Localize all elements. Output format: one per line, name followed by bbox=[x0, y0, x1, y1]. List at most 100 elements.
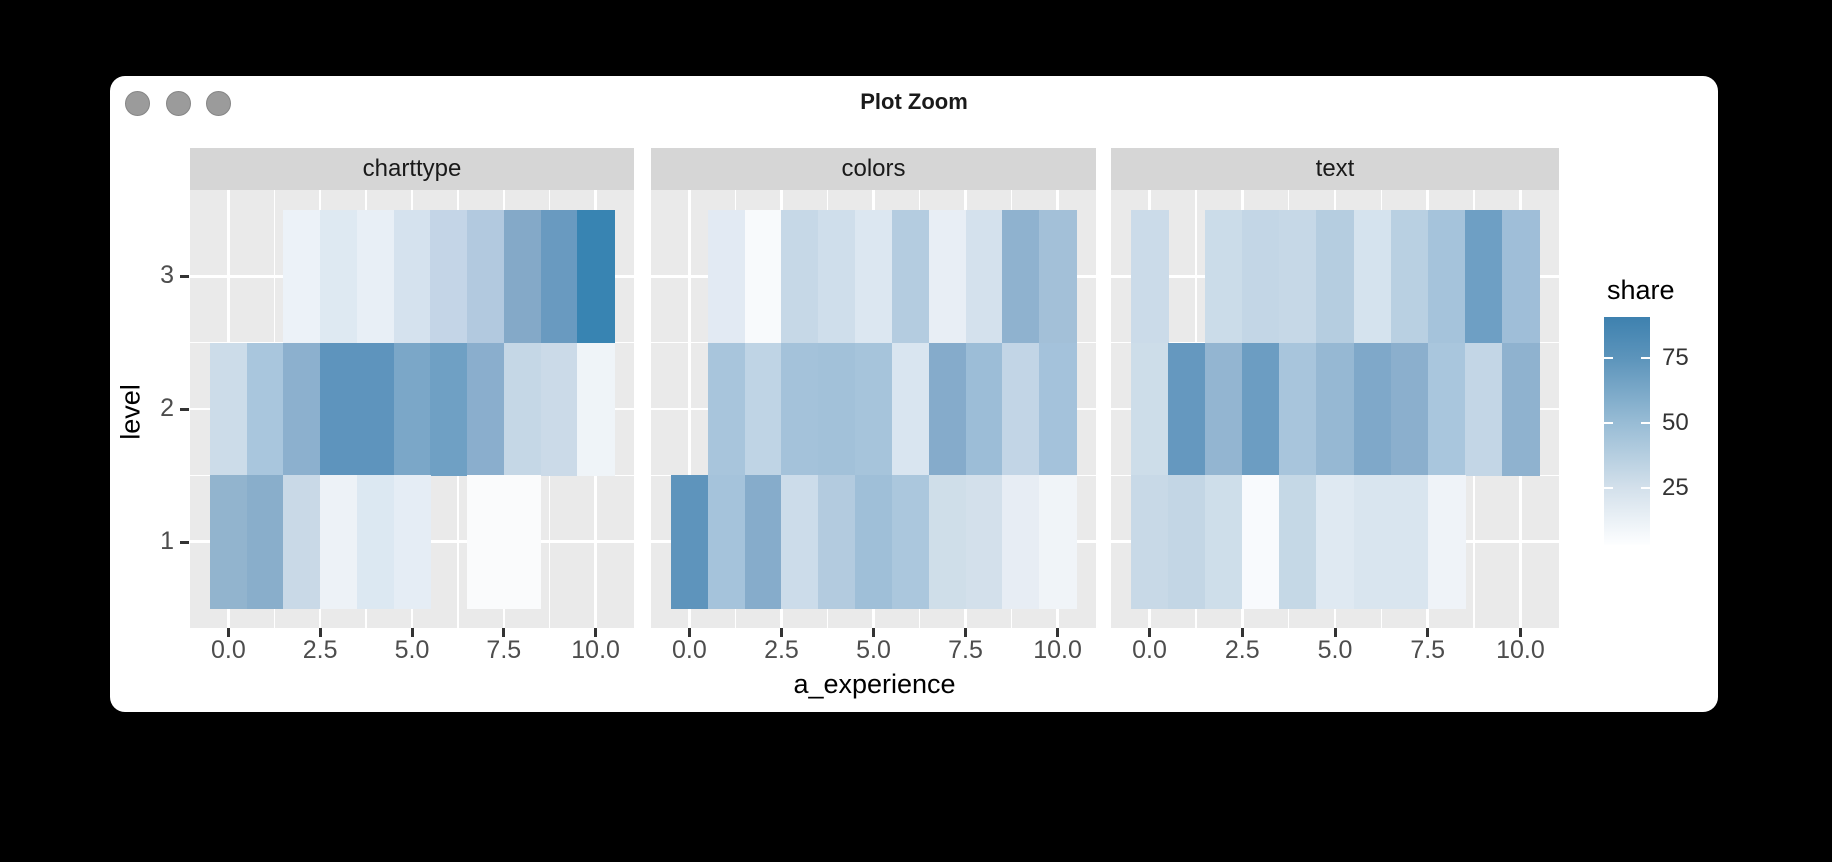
facet-label: text bbox=[1315, 155, 1355, 182]
heatmap-tile bbox=[965, 342, 1004, 477]
heatmap-tile bbox=[1168, 475, 1206, 609]
heatmap-tile bbox=[577, 210, 615, 344]
x-tick-mark bbox=[1426, 628, 1430, 637]
heatmap-tile bbox=[707, 475, 746, 609]
heatmap-tile bbox=[891, 210, 930, 344]
heatmap-tile bbox=[1205, 475, 1243, 609]
heatmap-tile bbox=[1353, 342, 1392, 477]
window-titlebar: Plot Zoom bbox=[110, 76, 1718, 132]
heatmap-tile bbox=[1316, 342, 1355, 477]
heatmap-tile bbox=[855, 475, 893, 609]
legend-tick-label: 75 bbox=[1662, 344, 1689, 372]
x-tick-mark bbox=[872, 628, 875, 637]
heatmap-tile bbox=[430, 210, 468, 344]
heatmap-tile bbox=[210, 342, 248, 477]
x-tick-label: 7.5 bbox=[486, 636, 522, 664]
legend-title: share bbox=[1607, 275, 1675, 305]
y-tick-mark bbox=[180, 540, 189, 544]
heatmap-tile bbox=[283, 475, 321, 609]
heatmap-tile bbox=[1131, 210, 1169, 344]
heatmap-tile bbox=[781, 210, 819, 344]
heatmap-tile bbox=[891, 342, 930, 477]
x-tick-mark bbox=[1148, 628, 1152, 637]
heatmap-tile bbox=[781, 475, 819, 609]
heatmap-tile bbox=[1168, 342, 1206, 477]
x-tick-label: 0.0 bbox=[210, 636, 246, 664]
heatmap-tile bbox=[356, 342, 395, 477]
heatmap-tile bbox=[1205, 210, 1243, 344]
x-axis-title: a_experience bbox=[793, 669, 956, 699]
x-tick-label: 7.5 bbox=[948, 636, 983, 664]
heatmap-tile bbox=[393, 342, 432, 477]
legend-tick-label: 25 bbox=[1662, 474, 1689, 501]
legend-tick-mark bbox=[1604, 421, 1613, 425]
x-tick-label: 10.0 bbox=[1033, 636, 1082, 664]
heatmap-tile bbox=[1039, 475, 1077, 609]
heatmap-tile bbox=[1002, 342, 1040, 477]
heatmap-tile bbox=[467, 210, 505, 344]
x-tick-label: 2.5 bbox=[302, 636, 338, 664]
heatmap-tile bbox=[503, 342, 542, 477]
legend-tick-mark bbox=[1604, 486, 1613, 490]
window-close-button[interactable] bbox=[125, 91, 150, 116]
x-tick-mark bbox=[594, 628, 598, 637]
heatmap-tile bbox=[210, 475, 248, 609]
heatmap-tile bbox=[356, 475, 395, 609]
heatmap-tile bbox=[430, 342, 468, 477]
heatmap-tile bbox=[1002, 475, 1040, 609]
x-tick-mark bbox=[1333, 628, 1337, 637]
legend-tick-mark bbox=[1641, 486, 1650, 490]
facet-strip: charttype bbox=[190, 148, 634, 190]
heatmap-tile bbox=[320, 475, 358, 609]
legend-gradient-bar bbox=[1604, 317, 1650, 545]
y-tick-mark bbox=[180, 275, 189, 279]
heatmap-tile bbox=[818, 210, 856, 344]
heatmap-tile bbox=[283, 342, 321, 477]
heatmap-tile bbox=[855, 210, 893, 344]
heatmap-tile bbox=[1427, 342, 1466, 477]
x-tick-label: 2.5 bbox=[764, 636, 799, 664]
x-tick-label: 5.0 bbox=[394, 636, 430, 664]
x-tick-label: 5.0 bbox=[856, 636, 891, 664]
x-tick-mark bbox=[1518, 628, 1522, 637]
heatmap-tile bbox=[1039, 342, 1077, 477]
facet-strip: text bbox=[1111, 148, 1559, 190]
legend-tick-mark bbox=[1641, 356, 1650, 360]
heatmap-panel bbox=[651, 190, 1096, 628]
x-tick-label: 7.5 bbox=[1410, 636, 1446, 664]
facet-label: colors bbox=[841, 155, 906, 182]
window-maximize-button[interactable] bbox=[206, 91, 231, 116]
facet-label: charttype bbox=[362, 155, 462, 182]
heatmap-tile bbox=[744, 475, 783, 609]
legend-tick-mark bbox=[1641, 421, 1650, 425]
heatmap-tile bbox=[1242, 210, 1281, 344]
heatmap-tile bbox=[1501, 210, 1540, 344]
heatmap-tile bbox=[1353, 210, 1392, 344]
x-tick-label: 2.5 bbox=[1224, 636, 1260, 664]
window-minimize-button[interactable] bbox=[166, 91, 191, 116]
heatmap-tile bbox=[744, 342, 783, 477]
heatmap-tile bbox=[928, 342, 967, 477]
heatmap-tile bbox=[1501, 342, 1540, 477]
x-tick-label: 5.0 bbox=[1317, 636, 1353, 664]
heatmap-tile bbox=[781, 342, 819, 477]
x-tick-mark bbox=[687, 628, 691, 637]
heatmap-tile bbox=[503, 475, 542, 609]
heatmap-tile bbox=[707, 210, 746, 344]
legend-tick-mark bbox=[1604, 356, 1613, 360]
y-tick-mark bbox=[180, 408, 189, 411]
heatmap-tile bbox=[707, 342, 746, 477]
heatmap-tile bbox=[965, 475, 1004, 609]
heatmap-tile bbox=[1464, 342, 1503, 477]
heatmap-tile bbox=[1279, 210, 1318, 344]
heatmap-tile bbox=[965, 210, 1004, 344]
heatmap-tile bbox=[891, 475, 930, 609]
heatmap-tile bbox=[818, 342, 856, 477]
heatmap-tile bbox=[1279, 475, 1318, 609]
heatmap-tile bbox=[928, 210, 967, 344]
heatmap-tile bbox=[540, 342, 578, 477]
heatmap-tile bbox=[1002, 210, 1040, 344]
heatmap-tile bbox=[1039, 210, 1077, 344]
heatmap-tile bbox=[246, 342, 285, 477]
x-tick-label: 10.0 bbox=[1496, 636, 1545, 664]
